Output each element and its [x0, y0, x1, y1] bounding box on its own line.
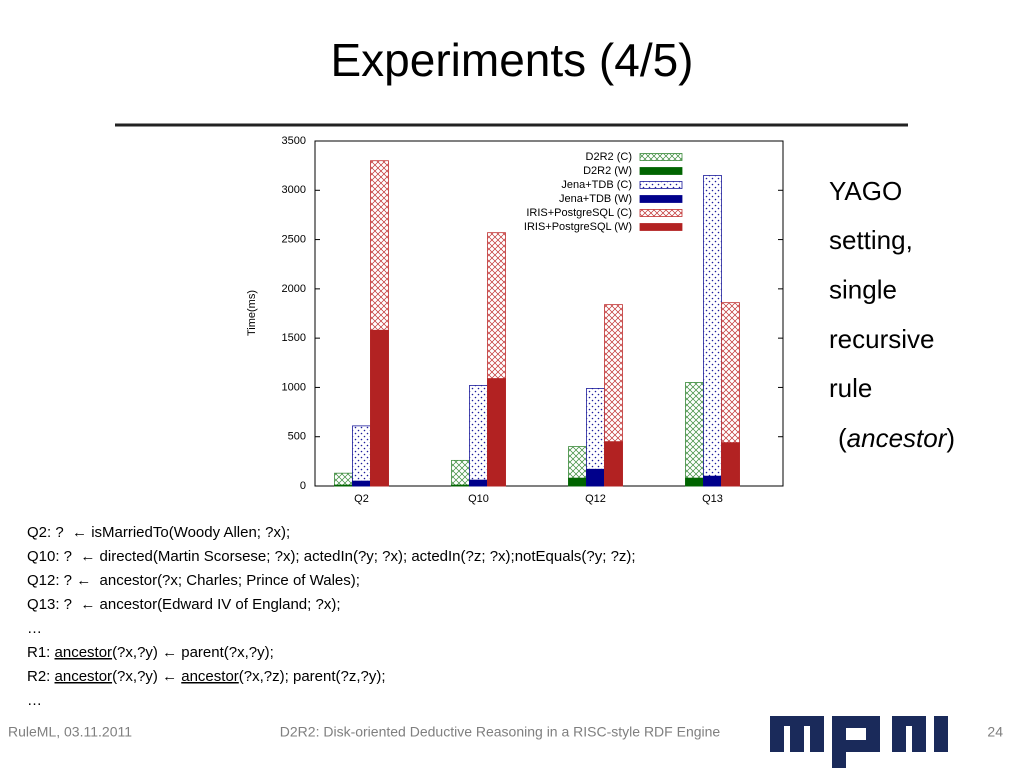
page-number: 24 [987, 724, 1003, 740]
y-tick-label: 2000 [282, 283, 306, 295]
y-tick-label: 2500 [282, 233, 306, 245]
query-segment: Q2: ? ← isMarriedTo(Woody Allen; ?x); [27, 524, 290, 541]
bar [685, 477, 704, 487]
query-segment: Q13: ? ← ancestor(Edward IV of England; … [27, 596, 341, 613]
bar [451, 459, 470, 487]
query-line: Q2: ? ← isMarriedTo(Woody Allen; ?x); [27, 524, 290, 541]
legend-swatch [639, 195, 683, 203]
query-line: … [27, 620, 42, 637]
query-segment: (?x,?z); parent(?z,?y); [239, 668, 386, 685]
query-line: R1: ancestor(?x,?y) ← parent(?x,?y); [27, 644, 274, 661]
y-tick-label: 1500 [282, 332, 306, 344]
legend-label: D2R2 (C) [586, 151, 632, 163]
side-text: recursive [829, 324, 934, 354]
bar [685, 382, 704, 487]
query-line: Q13: ? ← ancestor(Edward IV of England; … [27, 596, 341, 613]
legend-swatch [639, 153, 683, 161]
query-segment: … [27, 692, 42, 709]
side-text: rule [829, 373, 872, 403]
bar [451, 484, 470, 487]
query-segment: Q10: ? ← directed(Martin Scorsese; ?x); … [27, 548, 636, 565]
bar [703, 475, 722, 487]
paren: ( [838, 423, 847, 453]
side-text: setting, [829, 225, 913, 255]
y-tick-label: 0 [300, 480, 306, 492]
query-segment: ancestor [55, 668, 113, 685]
legend-swatch [639, 167, 683, 175]
x-tick-label: Q12 [585, 493, 606, 505]
query-segment: (?x,?y) ← [112, 668, 181, 685]
legend-swatch [639, 223, 683, 231]
bar [469, 385, 488, 487]
query-line: … [27, 692, 42, 709]
bar [721, 442, 740, 487]
footer-left: RuleML, 03.11.2011 [8, 724, 132, 740]
y-tick-label: 3000 [282, 184, 306, 196]
legend-label: Jena+TDB (W) [559, 193, 632, 205]
side-text: YAGO [829, 176, 902, 206]
bar [334, 484, 353, 487]
term: ancestor [847, 423, 948, 453]
bar [334, 472, 353, 487]
x-tick-label: Q2 [354, 493, 369, 505]
bar [487, 378, 506, 487]
legend-label: IRIS+PostgreSQL (W) [524, 221, 632, 233]
slide-title: Experiments (4/5) [330, 34, 693, 86]
query-segment: ancestor [181, 668, 239, 685]
footer-center: D2R2: Disk-oriented Deductive Reasoning … [280, 724, 721, 740]
y-tick-label: 3500 [282, 135, 306, 147]
plot-frame [314, 140, 784, 487]
mpi-logo [770, 716, 948, 768]
query-line: Q10: ? ← directed(Martin Scorsese; ?x); … [27, 548, 636, 565]
bar [586, 468, 605, 487]
legend-label: IRIS+PostgreSQL (C) [526, 207, 632, 219]
query-segment: (?x,?y) ← parent(?x,?y); [112, 644, 274, 661]
bar [703, 175, 722, 487]
legend-box [478, 148, 690, 234]
side-text: single [829, 274, 897, 304]
paren: ) [946, 423, 955, 453]
legend-label: Jena+TDB (C) [561, 179, 632, 191]
legend-label: D2R2 (W) [583, 165, 632, 177]
bar [568, 477, 587, 487]
legend-swatch [639, 209, 683, 217]
x-tick-label: Q10 [468, 493, 489, 505]
bar [352, 425, 371, 487]
side-text: (ancestor) [838, 423, 955, 453]
query-segment: R2: [27, 668, 55, 685]
y-tick-label: 500 [288, 431, 306, 443]
y-axis-label: Time(ms) [246, 290, 258, 336]
query-line: R2: ancestor(?x,?y) ← ancestor(?x,?z); p… [27, 668, 386, 685]
bar [352, 480, 371, 487]
x-tick-label: Q13 [702, 493, 723, 505]
bar [469, 479, 488, 487]
query-segment: Q12: ? ← ancestor(?x; Charles; Prince of… [27, 572, 360, 589]
y-tick-label: 1000 [282, 381, 306, 393]
query-line: Q12: ? ← ancestor(?x; Charles; Prince of… [27, 572, 360, 589]
bar [370, 329, 389, 487]
query-segment: … [27, 620, 42, 637]
legend-swatch [639, 181, 683, 189]
query-segment: ancestor [55, 644, 113, 661]
query-segment: R1: [27, 644, 55, 661]
bar [604, 441, 623, 487]
